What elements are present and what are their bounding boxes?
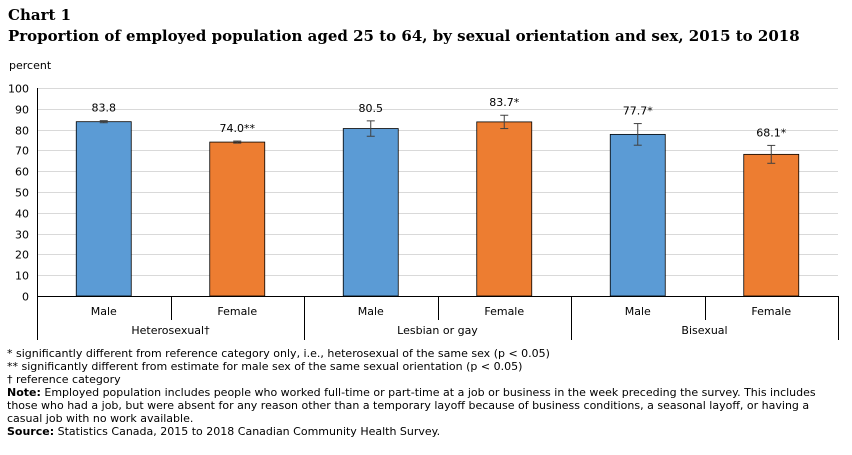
bar bbox=[209, 141, 266, 297]
x-category-label: Male bbox=[358, 305, 384, 318]
y-tick-label: 30 bbox=[15, 229, 29, 242]
bar bbox=[743, 153, 800, 297]
x-category-label: Male bbox=[625, 305, 651, 318]
footnote-single-star: * significantly different from reference… bbox=[7, 347, 550, 360]
data-label: 83.8 bbox=[92, 102, 117, 115]
y-axis-unit-label: percent bbox=[9, 59, 52, 72]
y-tick-label: 100 bbox=[8, 83, 29, 96]
bar bbox=[609, 133, 666, 297]
note-text: Employed population includes people who … bbox=[7, 386, 816, 425]
x-group-label: Heterosexual† bbox=[131, 324, 210, 337]
source-text: Statistics Canada, 2015 to 2018 Canadian… bbox=[54, 425, 441, 438]
data-label: 68.1* bbox=[756, 126, 786, 139]
bar bbox=[476, 121, 533, 297]
chart-notes: * significantly different from reference… bbox=[7, 347, 845, 438]
bar-chart: 0 10 20 30 40 50 60 70 80 90 100 83.8 Male 74.0** Fema… bbox=[8, 83, 839, 340]
chart-title: Proportion of employed population aged 2… bbox=[8, 27, 800, 45]
data-label: 77.7* bbox=[623, 105, 653, 118]
source-paragraph: Source: Statistics Canada, 2015 to 2018 … bbox=[7, 425, 845, 438]
data-label: 80.5 bbox=[359, 102, 384, 115]
y-tick-label: 50 bbox=[15, 187, 29, 200]
y-tick-label: 80 bbox=[15, 125, 29, 138]
x-group-label: Bisexual bbox=[681, 324, 727, 337]
x-group-label: Lesbian or gay bbox=[397, 324, 478, 337]
footnote-double-star: ** significantly different from estimate… bbox=[7, 360, 523, 373]
chart-label: Chart 1 bbox=[8, 6, 72, 24]
bar bbox=[342, 128, 399, 297]
x-category-label: Female bbox=[484, 305, 524, 318]
y-tick-label: 60 bbox=[15, 166, 29, 179]
y-tick-label: 20 bbox=[15, 249, 29, 262]
source-label: Source: bbox=[7, 425, 55, 438]
x-category-label: Male bbox=[91, 305, 117, 318]
x-category-label: Female bbox=[217, 305, 257, 318]
note-paragraph: Note: Employed population includes peopl… bbox=[7, 386, 845, 425]
y-tick-label: 10 bbox=[15, 270, 29, 283]
x-category-label: Female bbox=[751, 305, 791, 318]
y-tick-label: 70 bbox=[15, 145, 29, 158]
footnote-dagger: † reference category bbox=[7, 373, 121, 386]
y-tick-label: 40 bbox=[15, 208, 29, 221]
bar bbox=[75, 121, 132, 297]
y-tick-label: 90 bbox=[15, 104, 29, 117]
data-label: 74.0** bbox=[220, 122, 256, 135]
data-label: 83.7* bbox=[489, 96, 519, 109]
y-tick-label: 0 bbox=[22, 291, 29, 304]
note-label: Note: bbox=[7, 386, 41, 399]
